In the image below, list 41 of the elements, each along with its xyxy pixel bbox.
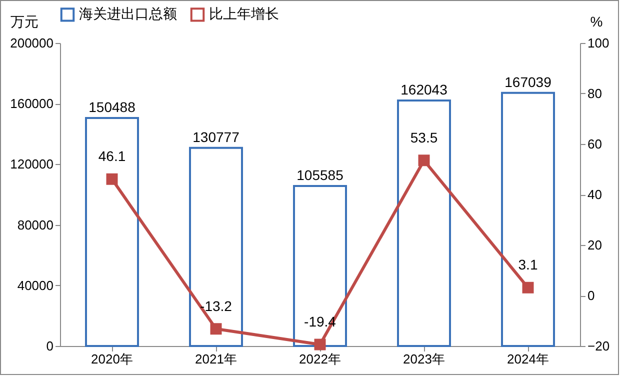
legend-label: 比上年增长 — [209, 6, 279, 22]
x-tick-label: 2022年 — [299, 352, 341, 366]
bar — [501, 92, 555, 347]
data-label: 150488 — [88, 99, 136, 116]
y2-tick-label: −20 — [588, 338, 610, 354]
point — [314, 338, 326, 350]
data-label: 162043 — [400, 82, 448, 98]
legend-label: 海关进出口总额 — [79, 6, 177, 22]
y-axis-title: 万元 — [10, 14, 38, 30]
point — [106, 173, 118, 185]
point — [418, 154, 430, 166]
x-tick-label: 2021年 — [195, 352, 237, 366]
y2-tick-label: 20 — [588, 238, 602, 252]
point — [522, 282, 534, 294]
y2-tick-label: 80 — [588, 86, 602, 101]
y2-tick-label: 0 — [588, 288, 595, 303]
y-tick-label: 80000 — [17, 217, 54, 232]
y2-tick-label: 40 — [588, 187, 602, 202]
y2-tick-label: 100 — [588, 36, 610, 50]
x-tick-label: 2020年 — [91, 352, 133, 366]
data-label: 53.5 — [410, 129, 438, 146]
y-tick-label: 200000 — [10, 36, 54, 50]
bar — [397, 100, 451, 347]
y-tick-label: 0 — [46, 338, 54, 354]
data-label: 130777 — [192, 128, 240, 145]
data-label: 105585 — [296, 167, 344, 184]
data-label: 3.1 — [518, 256, 538, 273]
bar — [293, 185, 347, 347]
y2-axis-title: % — [590, 14, 603, 30]
bar — [85, 117, 139, 347]
data-label: 46.1 — [98, 148, 126, 164]
y-tick-label: 40000 — [17, 278, 54, 293]
point — [210, 323, 222, 335]
data-label: -13.2 — [200, 298, 232, 314]
y-tick-label: 120000 — [10, 156, 54, 172]
x-tick-label: 2024年 — [507, 352, 549, 366]
bar — [189, 146, 243, 347]
y-tick-label: 160000 — [10, 96, 54, 112]
data-label: 167039 — [504, 74, 552, 90]
x-tick-label: 2023年 — [403, 352, 445, 366]
y2-tick-label: 60 — [588, 136, 602, 152]
